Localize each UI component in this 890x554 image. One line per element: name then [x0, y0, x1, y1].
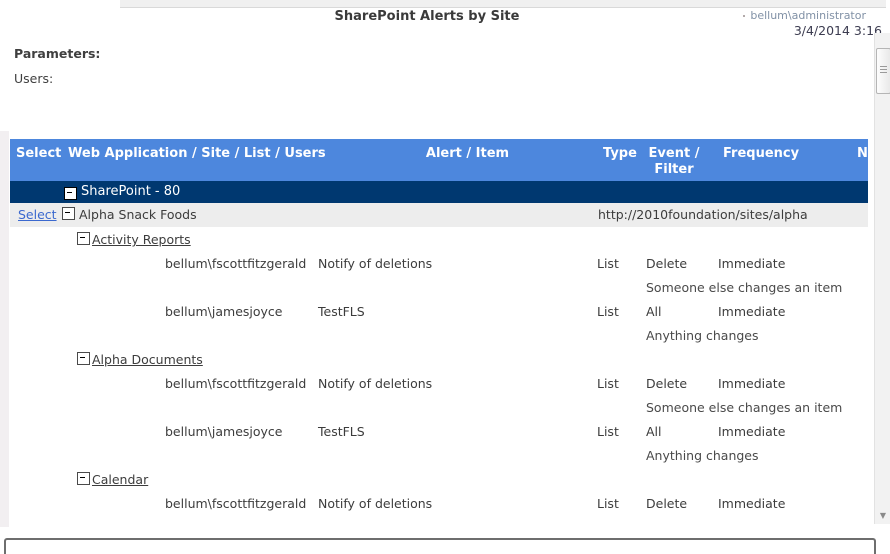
header-frequency: Frequency [723, 146, 800, 161]
bottom-panel-edge [4, 538, 876, 554]
header-event-line1: Event / [648, 146, 700, 161]
alert-user: bellum\jamesjoyce [165, 424, 283, 439]
alert-frequency: Immediate [718, 256, 786, 271]
alert-event: Delete [646, 376, 688, 391]
alert-filter-row: Anything changes [10, 324, 868, 348]
alert-row: bellum\jamesjoyce TestFLS List All Immed… [10, 300, 868, 324]
list-name-link[interactable]: Alpha Documents [92, 352, 203, 367]
web-application-row: SharePoint - 80 [10, 181, 868, 203]
alert-title: Notify of deletions [318, 256, 433, 271]
header-type: Type [603, 146, 637, 161]
header-tree: Web Application / Site / List / Users [68, 146, 326, 161]
collapse-icon[interactable] [77, 472, 90, 485]
report-user: bellum\administrator [743, 9, 866, 22]
alert-frequency: Immediate [718, 424, 786, 439]
list-row: Alpha Documents [10, 348, 868, 372]
header-alert-item: Alert / Item [425, 146, 510, 161]
alert-user: bellum\fscottfitzgerald [165, 256, 307, 271]
collapse-icon[interactable] [62, 207, 75, 220]
top-panel-edge [120, 0, 886, 8]
report-title: SharePoint Alerts by Site [334, 9, 520, 24]
web-application-name: SharePoint - 80 [81, 184, 181, 199]
vertical-scrollbar[interactable]: ▼ [874, 33, 890, 524]
alert-type: List [597, 256, 619, 271]
alert-event: Delete [646, 496, 688, 511]
collapse-icon[interactable] [64, 187, 77, 200]
alert-filter-row: Anything changes [10, 444, 868, 468]
alert-user: bellum\jamesjoyce [165, 304, 283, 319]
alert-filter-row: Someone else changes an item [10, 396, 868, 420]
alert-user: bellum\fscottfitzgerald [165, 376, 307, 391]
users-label: Users: [14, 71, 54, 86]
alert-title: TestFLS [318, 304, 365, 319]
list-name-link[interactable]: Activity Reports [92, 232, 191, 247]
site-name: Alpha Snack Foods [79, 207, 197, 222]
alert-frequency: Immediate [718, 304, 786, 319]
alert-frequency: Immediate [718, 496, 786, 511]
list-row: Calendar [10, 468, 868, 492]
user-name: bellum\administrator [750, 9, 866, 22]
alert-event: All [646, 424, 662, 439]
alert-filter: Someone else changes an item [646, 400, 843, 415]
alert-event: All [646, 304, 662, 319]
alert-title: Notify of deletions [318, 376, 433, 391]
header-select: Select [16, 146, 62, 161]
parameters-label: Parameters: [14, 46, 101, 61]
scrollbar-grip-icon [880, 66, 887, 74]
site-url: http://2010foundation/sites/alpha [598, 207, 808, 222]
alert-row: bellum\jamesjoyce TestFLS List All Immed… [10, 420, 868, 444]
alerts-table: Select Web Application / Site / List / U… [10, 139, 868, 525]
bullet-icon [743, 15, 746, 17]
alert-title: TestFLS [318, 424, 365, 439]
list-name-link[interactable]: Calendar [92, 472, 149, 487]
alert-filter: Anything changes [646, 328, 759, 343]
scrollbar-thumb[interactable] [876, 48, 890, 94]
alert-event: Delete [646, 256, 688, 271]
alert-title: Notify of deletions [318, 496, 433, 511]
alert-filter-row: Someone else changes an item [10, 276, 868, 300]
alert-row: bellum\fscottfitzgerald Notify of deleti… [10, 252, 868, 276]
table-header-row: Select Web Application / Site / List / U… [10, 139, 868, 181]
alert-type: List [597, 376, 619, 391]
alert-filter: Anything changes [646, 448, 759, 463]
alert-filter: Someone else changes an item [646, 280, 843, 295]
alert-type: List [597, 424, 619, 439]
collapse-icon[interactable] [77, 352, 90, 365]
collapse-icon[interactable] [77, 232, 90, 245]
list-row: Activity Reports [10, 228, 868, 252]
select-link[interactable]: Select [18, 207, 57, 222]
site-row: Select Alpha Snack Foods http://2010foun… [10, 203, 868, 227]
scroll-down-arrow-icon[interactable]: ▼ [879, 511, 887, 520]
alert-row: bellum\fscottfitzgerald Notify of deleti… [10, 372, 868, 396]
alert-type: List [597, 496, 619, 511]
header-event-line2: Filter [654, 162, 694, 177]
report-datetime: 3/4/2014 3:16 [793, 23, 882, 38]
alert-row: bellum\fscottfitzgerald Notify of deleti… [10, 492, 868, 516]
alert-frequency: Immediate [718, 376, 786, 391]
alert-user: bellum\fscottfitzgerald [165, 496, 307, 511]
header-next: Next [857, 146, 868, 161]
left-gutter [0, 131, 9, 527]
alert-type: List [597, 304, 619, 319]
